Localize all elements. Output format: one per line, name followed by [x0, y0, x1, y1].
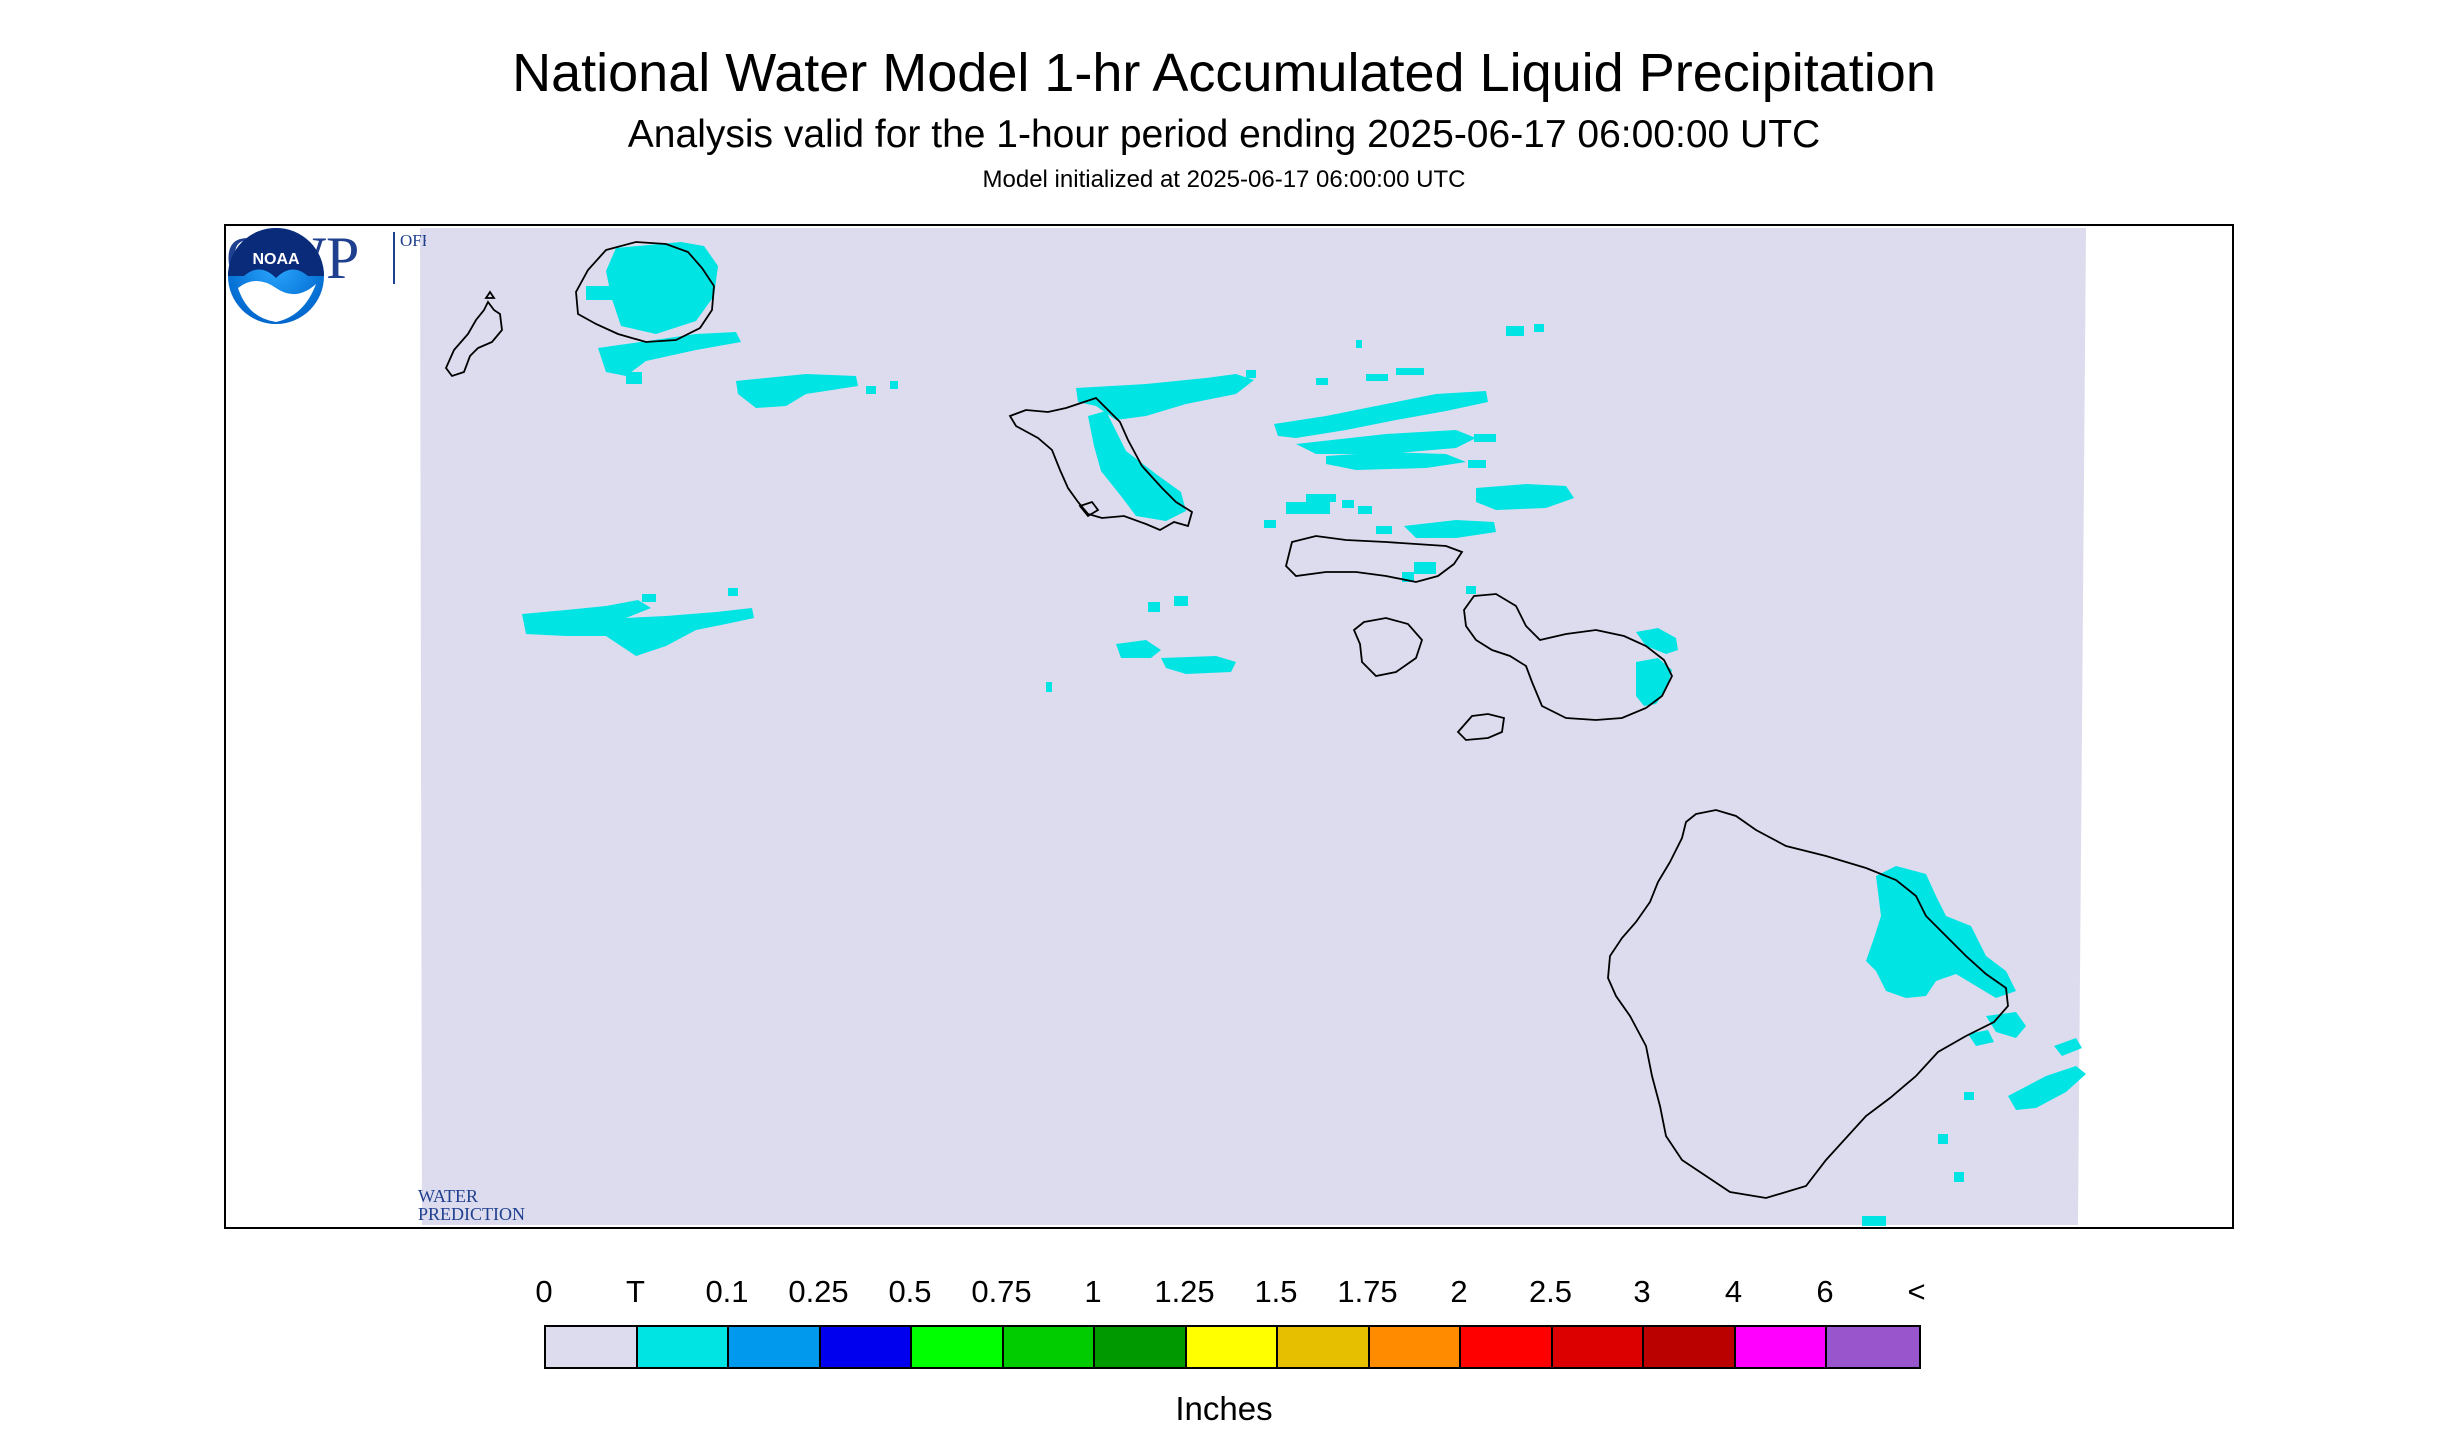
- legend-label: 6: [1816, 1274, 1834, 1309]
- legend-swatch: [1735, 1327, 1827, 1367]
- legend-swatch: [1003, 1327, 1095, 1367]
- legend-label: 2.5: [1528, 1274, 1573, 1309]
- legend-swatch: [820, 1327, 912, 1367]
- legend-label: 0.25: [788, 1274, 849, 1309]
- kauai-island: [575, 241, 715, 343]
- legend-swatch: [1095, 1327, 1187, 1367]
- legend-label: 3: [1633, 1274, 1651, 1309]
- legend-swatch: [1369, 1327, 1461, 1367]
- legend-label: 2: [1450, 1274, 1468, 1309]
- legend-swatch: [1186, 1327, 1278, 1367]
- lanai-island: [1352, 617, 1424, 677]
- legend-label: 0.75: [971, 1274, 1032, 1309]
- island-coastlines: [444, 241, 2009, 1199]
- legend-label: 0.1: [705, 1274, 749, 1309]
- legend-swatch: [1278, 1327, 1370, 1367]
- precipitation-map: OWP OFFICE OF NOAA: [224, 224, 2234, 1229]
- legend-swatch: [1827, 1327, 1919, 1367]
- noaa-logo: NOAA: [228, 228, 324, 324]
- oahu-island: [1008, 396, 1194, 532]
- noaa-text: NOAA: [252, 251, 300, 268]
- kahoolawe-island: [1456, 713, 1506, 741]
- owp-line-3: PREDICTION: [418, 1204, 525, 1224]
- precipitation-areas: [522, 242, 2086, 1226]
- model-init-text: Model initialized at 2025-06-17 06:00:00…: [982, 166, 1466, 193]
- legend-swatch: [729, 1327, 821, 1367]
- model-domain: [420, 228, 2086, 1225]
- hawaii-island: [1607, 809, 2009, 1199]
- legend-label: T: [626, 1274, 645, 1309]
- legend-label: 1.5: [1254, 1274, 1298, 1309]
- owp-line-2: WATER: [418, 1186, 478, 1206]
- map-subtitle: Analysis valid for the 1-hour period end…: [627, 113, 1821, 156]
- maui-island: [1463, 593, 1674, 721]
- map-canvas: [420, 228, 2086, 1226]
- owp-wordmark: WATER PREDICTION: [418, 1170, 525, 1223]
- legend-units: Inches: [1175, 1390, 1273, 1427]
- niihau-island: [444, 300, 503, 378]
- legend-swatch: [546, 1327, 638, 1367]
- map-title: National Water Model 1-hr Accumulated Li…: [512, 43, 1936, 103]
- legend-swatch: [1644, 1327, 1736, 1367]
- legend-swatch: [637, 1327, 729, 1367]
- legend-label: 4: [1724, 1274, 1743, 1309]
- legend-label: <: [1907, 1274, 1926, 1309]
- legend-label: 1.25: [1154, 1274, 1215, 1309]
- legend-label: 0: [535, 1274, 553, 1309]
- legend-swatch: [912, 1327, 1004, 1367]
- legend-colorbar: [544, 1325, 1921, 1369]
- owp-line-1: OFFICE OF: [400, 231, 426, 250]
- legend-swatch: [1552, 1327, 1644, 1367]
- legend-label: 0.5: [888, 1274, 932, 1309]
- legend-label: 1: [1084, 1274, 1102, 1309]
- legend-swatch: [1461, 1327, 1553, 1367]
- molokai-island: [1285, 535, 1464, 583]
- legend-label: 1.75: [1337, 1274, 1398, 1309]
